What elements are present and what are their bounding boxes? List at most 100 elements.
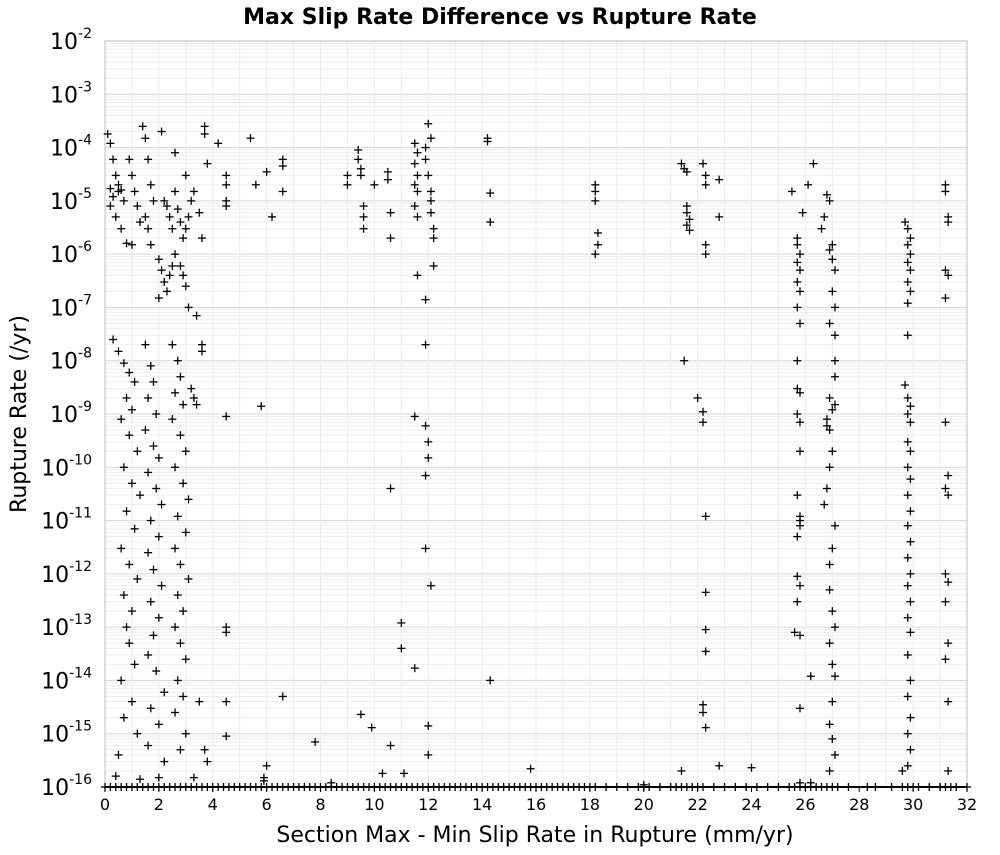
data-point	[168, 261, 177, 270]
data-point	[214, 139, 223, 148]
data-point	[146, 180, 155, 189]
data-point	[701, 240, 710, 249]
data-point	[822, 421, 831, 430]
data-point	[109, 155, 118, 164]
data-point	[685, 226, 694, 235]
data-point	[268, 212, 277, 221]
data-point	[828, 240, 837, 249]
data-point	[386, 484, 395, 493]
data-point	[699, 407, 708, 416]
data-point	[701, 250, 710, 259]
data-point	[421, 155, 430, 164]
data-point	[176, 431, 185, 440]
data-point	[701, 171, 710, 180]
data-point	[187, 384, 196, 393]
data-point	[127, 697, 136, 706]
data-point	[171, 623, 180, 632]
data-point	[906, 287, 915, 296]
data-point	[114, 347, 123, 356]
data-point	[222, 628, 231, 637]
y-tick-label: 10-14	[41, 665, 92, 694]
y-tick-label: 10-5	[50, 186, 92, 215]
data-point	[429, 224, 438, 233]
data-point	[831, 750, 840, 759]
data-point	[130, 660, 139, 669]
data-point	[154, 255, 163, 264]
data-point	[117, 676, 126, 685]
data-point	[168, 224, 177, 233]
data-point	[426, 196, 435, 205]
data-point	[906, 537, 915, 546]
data-point	[903, 258, 912, 267]
data-point	[795, 447, 804, 456]
data-point	[831, 266, 840, 275]
x-tick-label: 0	[100, 795, 110, 814]
data-point	[157, 266, 166, 275]
data-point	[593, 228, 602, 237]
data-point	[828, 544, 837, 553]
data-point	[181, 224, 190, 233]
data-point	[146, 361, 155, 370]
data-point	[197, 234, 206, 243]
data-point	[181, 729, 190, 738]
data-point	[822, 190, 831, 199]
data-point	[119, 591, 128, 600]
data-point	[421, 471, 430, 480]
data-point	[413, 187, 422, 196]
data-point	[421, 544, 430, 553]
data-point	[154, 453, 163, 462]
data-point	[715, 175, 724, 184]
data-point	[903, 651, 912, 660]
data-point	[901, 381, 910, 390]
x-tick-label: 18	[580, 795, 600, 814]
data-point	[944, 271, 953, 280]
data-point	[383, 167, 392, 176]
data-point	[410, 664, 419, 673]
x-tick-label: 26	[795, 795, 815, 814]
data-point	[903, 729, 912, 738]
data-point	[179, 271, 188, 280]
data-point	[141, 134, 150, 143]
data-point	[179, 607, 188, 616]
data-point	[127, 607, 136, 616]
data-point	[795, 388, 804, 397]
data-point	[259, 776, 268, 785]
x-tick-label: 10	[364, 795, 384, 814]
data-point	[386, 208, 395, 217]
data-point	[699, 708, 708, 717]
data-point	[189, 773, 198, 782]
data-point	[825, 639, 834, 648]
data-point	[222, 171, 231, 180]
data-point	[200, 745, 209, 754]
data-point	[831, 521, 840, 530]
data-point	[125, 431, 134, 440]
data-point	[200, 122, 209, 131]
data-point	[410, 159, 419, 168]
data-point	[168, 340, 177, 349]
data-point	[817, 224, 826, 233]
data-point	[421, 340, 430, 349]
data-point	[903, 692, 912, 701]
data-point	[795, 581, 804, 590]
data-point	[593, 240, 602, 249]
data-point	[359, 224, 368, 233]
data-point	[144, 548, 153, 557]
data-point	[901, 218, 910, 227]
data-point	[944, 578, 953, 587]
data-point	[699, 700, 708, 709]
data-point	[179, 479, 188, 488]
data-point	[677, 159, 686, 168]
data-point	[793, 410, 802, 418]
data-point	[189, 187, 198, 196]
data-point	[526, 764, 535, 773]
data-point	[747, 763, 756, 772]
data-point	[187, 196, 196, 205]
data-point	[176, 261, 185, 270]
data-point	[152, 410, 161, 418]
data-point	[413, 271, 422, 280]
data-point	[160, 196, 169, 205]
data-point	[793, 278, 802, 287]
y-tick-label: 10-10	[41, 452, 92, 481]
data-point	[246, 134, 255, 143]
data-point	[127, 171, 136, 180]
